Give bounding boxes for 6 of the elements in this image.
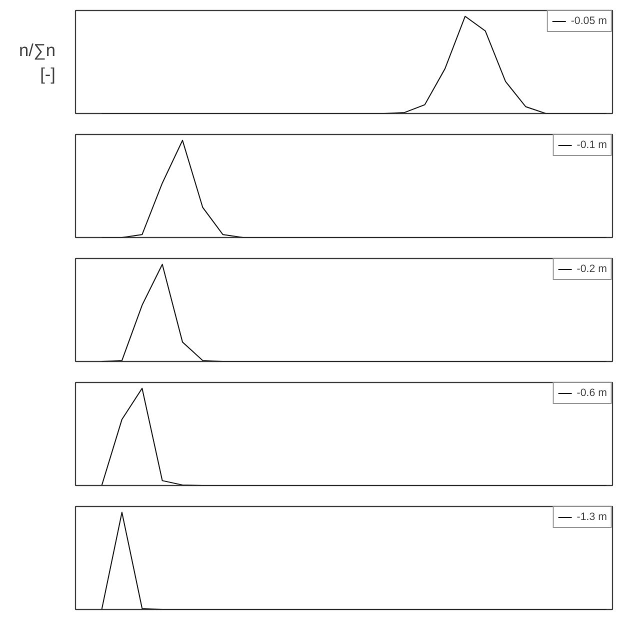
y-axis-title: n/∑n [-]: [19, 40, 56, 84]
legend-label: -1.3 m: [576, 511, 607, 523]
legend-label: -0.05 m: [570, 15, 607, 27]
legend-label: -0.2 m: [576, 263, 607, 275]
legend-label: -0.1 m: [576, 139, 607, 151]
legend-label: -0.6 m: [576, 387, 607, 399]
